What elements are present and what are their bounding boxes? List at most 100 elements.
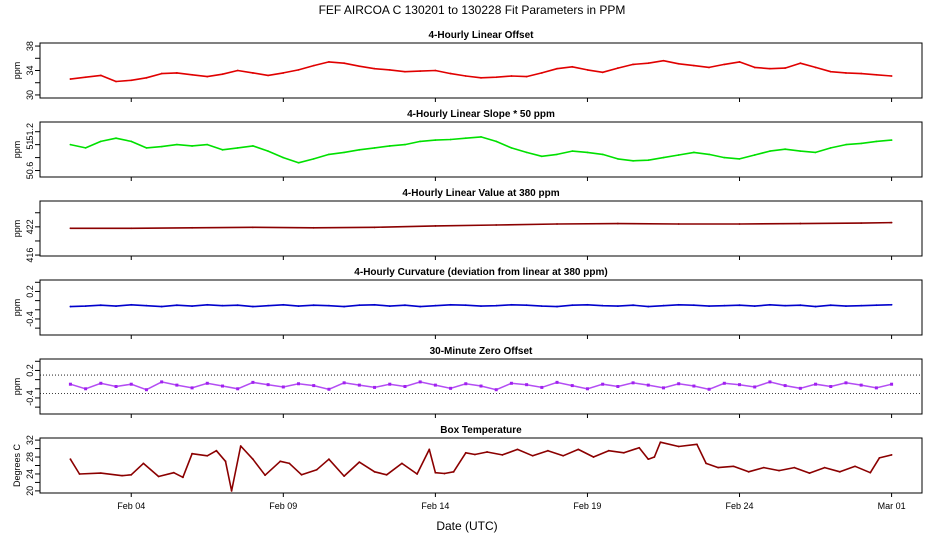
data-point-6-3: [99, 472, 102, 475]
data-point-3-11: [677, 223, 680, 225]
data-point-2-10: [206, 143, 209, 146]
data-point-4-28: [480, 305, 482, 308]
y-axis-label-1: ppm: [12, 62, 22, 80]
data-point-6-53: [732, 465, 735, 468]
data-point-1-2: [84, 76, 87, 79]
data-point-6-61: [854, 465, 856, 468]
panel-frame-2: [39, 121, 923, 178]
y-tick-label-1-1: 30: [25, 90, 35, 100]
x-tick-label-4: Feb 19: [573, 501, 601, 511]
data-point-1-16: [297, 68, 300, 71]
data-point-2-7: [160, 145, 163, 148]
data-point-6-17: [264, 474, 266, 477]
data-point-4-43: [708, 305, 711, 308]
panel-title-5: 30-Minute Zero Offset: [430, 346, 533, 357]
data-point-6-39: [547, 449, 549, 452]
data-point-2-54: [875, 140, 878, 143]
data-point-6-46: [647, 458, 650, 461]
data-point-2-8: [175, 143, 178, 146]
panel-frame-6: [39, 437, 923, 494]
data-point-2-25: [434, 139, 437, 142]
data-point-1-1: [69, 78, 72, 80]
data-point-6-21: [315, 468, 318, 471]
y-tick-label-5-5: 0.2: [25, 364, 35, 377]
data-point-1-33: [556, 67, 558, 70]
data-point-6-62: [869, 471, 872, 474]
data-point-2-18: [328, 153, 330, 156]
data-point-2-41: [677, 154, 680, 156]
data-point-6-37: [516, 448, 519, 451]
data-point-2-17: [312, 157, 315, 160]
data-point-1-36: [601, 71, 604, 74]
data-point-1-9: [191, 73, 193, 76]
data-point-4-10: [206, 303, 209, 306]
data-point-3-4: [251, 226, 254, 229]
data-point-1-30: [510, 75, 513, 77]
data-point-1-42: [692, 64, 695, 67]
data-point-1-17: [312, 64, 315, 67]
data-point-4-3: [99, 304, 102, 307]
data-point-4-46: [753, 305, 756, 308]
data-point-4-5: [130, 303, 133, 306]
data-point-4-6: [145, 304, 148, 307]
data-point-6-40: [562, 454, 565, 457]
data-point-4-31: [525, 304, 528, 307]
data-point-6-36: [501, 454, 504, 456]
data-point-4-15: [282, 303, 285, 306]
data-point-6-22: [328, 458, 330, 461]
data-point-1-49: [799, 62, 802, 65]
data-point-1-50: [814, 66, 817, 69]
data-point-6-49: [677, 445, 680, 448]
data-point-4-37: [616, 305, 619, 308]
data-point-2-9: [191, 145, 193, 147]
data-point-2-44: [723, 156, 726, 159]
data-point-3-14: [860, 222, 863, 224]
data-point-1-45: [738, 61, 741, 63]
data-point-6-42: [592, 456, 595, 458]
data-point-4-24: [419, 305, 422, 308]
data-point-2-15: [282, 156, 285, 159]
data-point-6-8: [172, 471, 175, 474]
data-point-1-15: [282, 72, 285, 74]
data-point-2-50: [814, 151, 817, 154]
data-point-6-34: [474, 453, 476, 456]
data-point-2-30: [510, 146, 513, 149]
y-tick-label-3-3: 422: [25, 219, 35, 234]
y-axis-label-5: ppm: [12, 378, 22, 396]
data-point-6-30: [434, 471, 437, 474]
data-point-3-3: [191, 226, 193, 229]
data-point-3-2: [130, 227, 133, 230]
data-point-4-41: [677, 303, 680, 306]
data-point-4-7: [160, 305, 163, 308]
data-point-1-51: [829, 70, 832, 73]
data-point-6-55: [762, 466, 765, 469]
y-tick-label-4-5: 0.2: [25, 285, 35, 298]
data-point-2-37: [616, 157, 619, 160]
data-point-1-31: [525, 75, 528, 78]
data-point-6-19: [288, 462, 291, 465]
data-point-6-9: [182, 476, 184, 479]
data-point-6-12: [215, 449, 218, 452]
data-point-1-52: [845, 72, 847, 74]
data-point-6-4: [121, 474, 124, 477]
data-point-2-12: [236, 146, 239, 149]
data-point-2-52: [845, 143, 847, 146]
data-point-6-58: [808, 472, 811, 475]
data-point-2-38: [632, 159, 634, 162]
y-tick-label-5-2: -0.4: [25, 390, 35, 406]
data-point-2-26: [449, 138, 452, 141]
data-point-2-39: [647, 159, 650, 162]
data-point-6-56: [778, 469, 780, 472]
data-point-3-15: [890, 221, 893, 224]
data-point-2-48: [784, 148, 787, 151]
data-point-6-2: [78, 473, 81, 475]
panel-title-1: 4-Hourly Linear Offset: [428, 30, 534, 41]
y-tick-label-3-1: 416: [25, 248, 35, 263]
data-point-4-51: [829, 304, 832, 307]
data-point-6-16: [251, 458, 254, 461]
data-point-4-38: [632, 304, 634, 307]
data-point-1-37: [616, 67, 619, 69]
panel-title-4: 4-Hourly Curvature (deviation from linea…: [354, 267, 607, 278]
data-point-2-29: [495, 140, 498, 143]
